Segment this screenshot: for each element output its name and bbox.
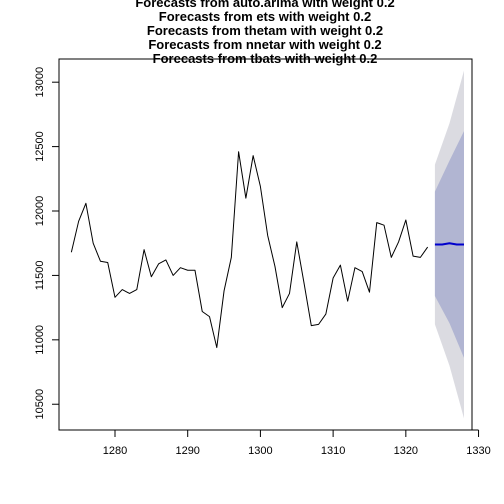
plot-frame xyxy=(59,59,472,430)
x-tick-label: 1300 xyxy=(248,445,272,457)
y-axis: 10500 11000 11500 12000 12500 13000 xyxy=(34,67,59,420)
y-tick-label: 11000 xyxy=(34,325,46,355)
plot-area xyxy=(71,71,464,419)
title-line-3: Forecasts from thetam with weight 0.2 xyxy=(147,23,383,38)
title-line-2: Forecasts from ets with weight 0.2 xyxy=(159,9,371,24)
y-tick-label: 12500 xyxy=(34,131,46,162)
x-tick-label: 1310 xyxy=(321,445,345,457)
y-tick-label: 13000 xyxy=(34,67,46,98)
chart-titles: Forecasts from auto.arima with weight 0.… xyxy=(135,0,394,66)
title-line-4: Forecasts from nnetar with weight 0.2 xyxy=(148,37,381,52)
history-line xyxy=(71,152,427,348)
x-tick-label: 1280 xyxy=(103,445,127,457)
x-axis: 1280 1290 1300 1310 1320 1330 xyxy=(103,430,491,457)
y-tick-label: 12000 xyxy=(34,196,46,227)
y-tick-label: 11500 xyxy=(34,261,46,291)
x-tick-label: 1330 xyxy=(466,445,490,457)
x-tick-label: 1290 xyxy=(175,445,199,457)
x-tick-label: 1320 xyxy=(394,445,418,457)
y-tick-label: 10500 xyxy=(34,389,46,420)
